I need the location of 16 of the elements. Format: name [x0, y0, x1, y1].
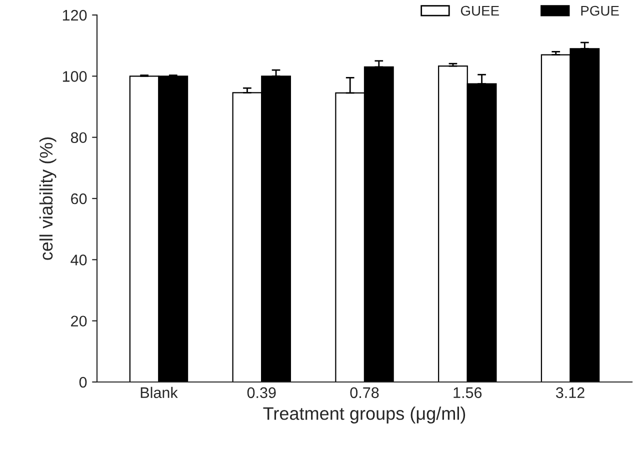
x-tick-label: 0.39	[247, 387, 276, 398]
x-tick-label: Blank	[140, 386, 178, 398]
x-axis-title: Treatment groups (μg/ml)	[263, 406, 466, 424]
legend-label: PGUE	[581, 6, 619, 16]
x-tick-label: 0.78	[350, 387, 379, 398]
y-tick-label: 20	[71, 316, 87, 327]
x-tick-label: 3.12	[556, 387, 584, 398]
y-axis-title: cell viability (%)	[39, 137, 56, 260]
x-tick-label: 1.56	[454, 387, 482, 398]
y-tick-label: 40	[70, 254, 87, 266]
y-tick-label: 80	[70, 132, 87, 144]
y-tick-label: 100	[62, 71, 87, 82]
y-tick-label: 60	[71, 193, 87, 204]
legend-label: GUEE	[460, 6, 499, 16]
y-tick-label: 120	[62, 10, 87, 21]
y-tick-label: 0	[79, 376, 87, 388]
